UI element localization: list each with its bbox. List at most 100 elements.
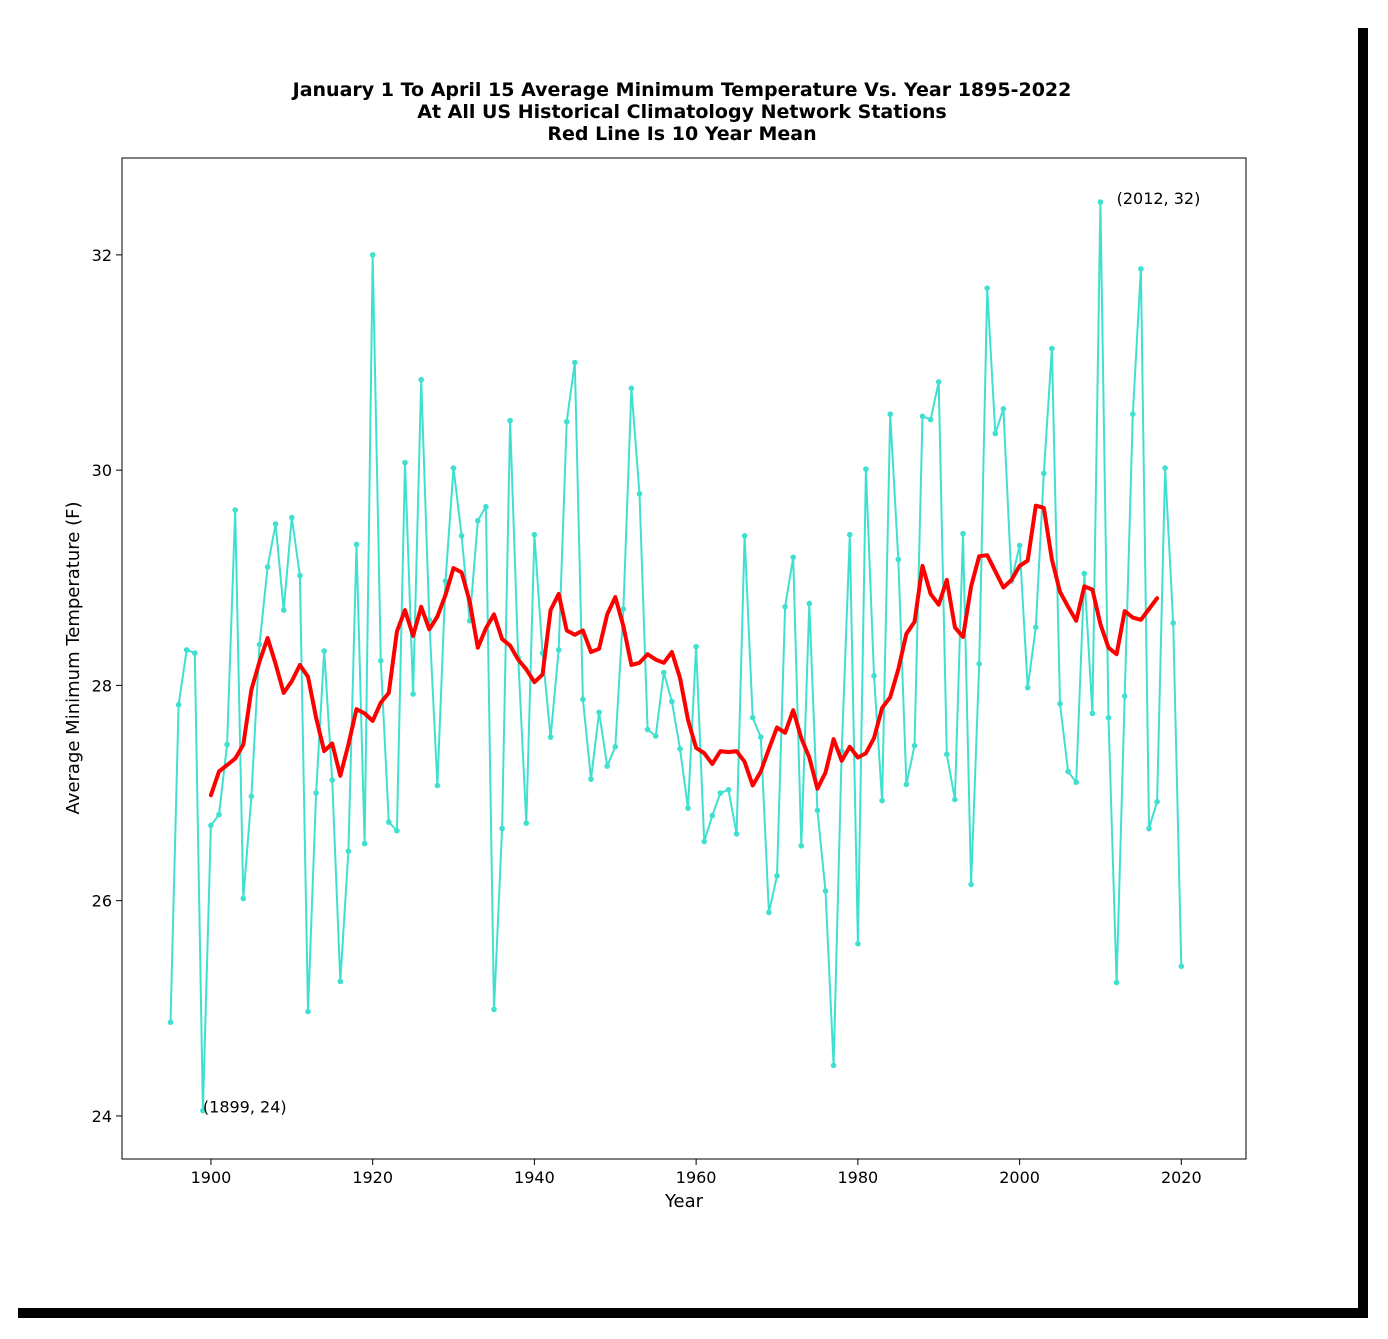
annual-data-point (935, 379, 942, 385)
annual-data-point (1162, 465, 1168, 471)
annual-data-point (1097, 199, 1104, 205)
annual-data-point (1081, 570, 1088, 577)
annual-data-point (580, 696, 586, 703)
chart-title: January 1 To April 15 Average Minimum Te… (291, 79, 1072, 145)
annual-data-point (410, 691, 416, 697)
annual-data-point (167, 1019, 174, 1026)
annual-data-point (952, 796, 958, 803)
annual-data-point (604, 763, 610, 769)
x-tick-label: 2000 (999, 1168, 1040, 1187)
annual-data-point (483, 503, 489, 510)
y-axis-label: Average Minimum Temperature (F) (63, 502, 84, 815)
annual-data-point (944, 751, 950, 758)
annual-data-point (1146, 825, 1152, 832)
annual-data-point (216, 811, 222, 818)
annual-data-point (887, 411, 893, 418)
annual-data-point (758, 734, 764, 740)
annual-data-point (264, 564, 271, 570)
figure-canvas: January 1 To April 15 Average Minimum Te… (8, 18, 1358, 1308)
temperature-chart: January 1 To April 15 Average Minimum Te… (63, 79, 1247, 1212)
x-tick-label: 1980 (837, 1168, 878, 1187)
annual-data-point (402, 459, 408, 466)
annual-data-point (232, 507, 238, 513)
annual-data-point (717, 790, 724, 796)
annual-data-point (903, 781, 910, 788)
x-tick-label: 1940 (514, 1168, 555, 1187)
annual-data-point (927, 416, 934, 423)
annual-data-point (321, 648, 328, 654)
annotation-label: (2012, 32) (1117, 189, 1201, 208)
annual-data-point (353, 541, 360, 548)
annual-data-point (1057, 700, 1063, 707)
annual-data-point (863, 466, 869, 472)
title-line-2: At All US Historical Climatology Network… (417, 101, 947, 123)
annual-data-point (1041, 470, 1047, 477)
annual-data-point (895, 556, 902, 563)
y-tick-label: 24 (92, 1107, 112, 1126)
annual-data-point (669, 698, 675, 705)
annual-data-point (661, 669, 667, 676)
annual-data-point (588, 776, 594, 782)
annotations: (1899, 24) (2012, 32) (203, 189, 1201, 1116)
y-tick-label: 26 (92, 892, 112, 911)
annual-data-point (790, 554, 796, 561)
annual-data-point (1049, 345, 1055, 352)
title-line-3: Red Line Is 10 Year Mean (547, 123, 816, 145)
annual-data-point (1016, 542, 1023, 549)
annual-data-point (378, 657, 384, 664)
annual-data-point (733, 831, 740, 837)
annual-data-point (1073, 779, 1079, 786)
annual-data-point (555, 647, 562, 653)
ten-year-mean-series (208, 503, 1160, 798)
annual-data-point (636, 491, 643, 497)
annual-data-point (1138, 266, 1144, 272)
title-line-1: January 1 To April 15 Average Minimum Te… (291, 79, 1072, 101)
annual-data-point (345, 848, 352, 854)
x-tick-label: 1920 (352, 1168, 393, 1187)
annual-data-point (830, 1062, 837, 1069)
annual-data-point (547, 734, 554, 740)
annual-data-point (822, 888, 829, 894)
annual-data-point (1105, 714, 1112, 721)
annual-data-point (628, 385, 635, 392)
x-axis-label: Year (664, 1191, 704, 1212)
annual-data-point (911, 742, 918, 749)
annual-data-point (418, 376, 425, 383)
annual-data-point (871, 672, 877, 679)
annual-data-point (644, 726, 651, 733)
annual-data-point (1154, 798, 1160, 805)
annual-data-point (280, 607, 287, 613)
annual-series (167, 199, 1185, 1114)
annual-data-point (200, 1107, 206, 1114)
annual-data-point (774, 873, 780, 879)
annual-data-point (1113, 979, 1120, 986)
annual-data-point (766, 909, 772, 916)
annual-data-point (175, 702, 182, 708)
annual-data-point (313, 790, 319, 796)
annual-data-point (1089, 710, 1096, 717)
annual-data-point (685, 805, 691, 811)
annual-data-point (847, 531, 853, 538)
annual-data-point (1170, 620, 1176, 626)
x-tick-label: 1900 (191, 1168, 232, 1187)
annual-data-point (450, 465, 457, 471)
annual-data-point (240, 895, 247, 902)
annual-data-point (806, 600, 813, 607)
annual-data-point (183, 647, 190, 653)
annual-data-point (491, 1006, 497, 1013)
annual-data-point (919, 413, 926, 420)
annual-data-point (725, 787, 732, 793)
annual-data-point (1121, 693, 1128, 699)
annual-data-point (572, 359, 578, 366)
annual-data-point (499, 825, 505, 832)
annual-data-point (620, 606, 627, 612)
annual-data-point (596, 709, 602, 716)
annual-data-point (192, 650, 198, 656)
annual-data-point (693, 643, 699, 650)
annual-data-point (361, 840, 368, 847)
annual-data-point (798, 843, 805, 849)
annual-data-point (289, 514, 295, 521)
y-tick-label: 28 (92, 676, 112, 695)
annual-data-point (992, 430, 999, 437)
annual-data-point (701, 838, 707, 845)
